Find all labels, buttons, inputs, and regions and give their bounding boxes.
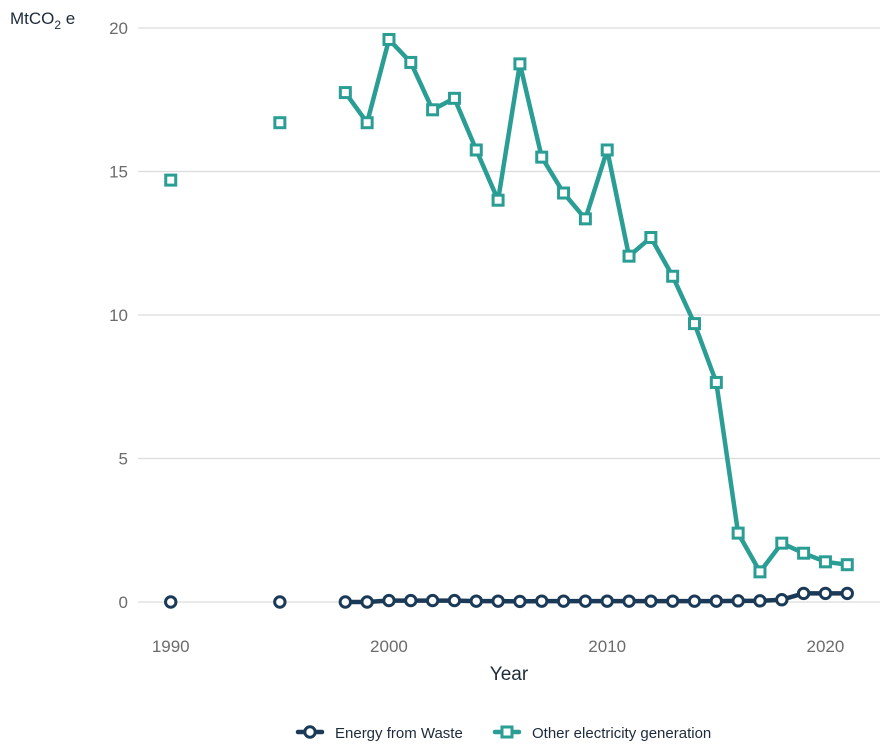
data-point-energy-from-waste [600, 594, 614, 608]
data-point-other-electricity [557, 186, 571, 200]
data-point-other-electricity [513, 57, 527, 71]
data-point-energy-from-waste [796, 586, 811, 601]
legend-key-square-icon [500, 725, 514, 739]
data-point-energy-from-waste [644, 594, 658, 608]
data-point-other-electricity [273, 116, 287, 130]
y-tick-label: 5 [119, 450, 128, 469]
data-point-other-electricity [840, 558, 854, 572]
data-point-other-electricity [426, 103, 440, 117]
legend-label: Energy from Waste [335, 725, 463, 742]
data-point-other-electricity [447, 91, 461, 105]
data-point-other-electricity [382, 32, 396, 46]
data-point-energy-from-waste [687, 594, 702, 608]
data-point-other-electricity [688, 317, 701, 331]
data-point-other-electricity [469, 143, 483, 157]
legend: Energy from Waste Other electricity gener… [295, 725, 711, 742]
data-point-energy-from-waste [731, 594, 745, 608]
data-point-other-electricity [338, 86, 352, 100]
data-point-energy-from-waste [775, 593, 789, 607]
data-point-other-electricity [753, 565, 767, 579]
legend-key-circle-icon [303, 725, 317, 739]
y-axis-title: MtCO2 e [10, 9, 75, 32]
data-point-energy-from-waste [469, 594, 483, 608]
y-tick-label: 15 [109, 163, 128, 182]
series-line-energy-from-waste [343, 591, 850, 605]
data-point-energy-from-waste [753, 594, 767, 608]
series-line-other-electricity [343, 37, 850, 575]
data-point-energy-from-waste [425, 593, 440, 608]
data-point-other-electricity [404, 55, 418, 69]
data-point-energy-from-waste [556, 594, 571, 608]
data-point-energy-from-waste [709, 594, 724, 608]
data-point-other-electricity [818, 555, 832, 569]
data-point-energy-from-waste [818, 586, 833, 601]
data-point-energy-from-waste [164, 595, 178, 609]
x-axis-title: Year [490, 664, 529, 685]
legend-label: Other electricity generation [532, 725, 711, 742]
data-point-other-electricity [731, 526, 745, 540]
data-point-energy-from-waste [491, 594, 505, 608]
data-point-energy-from-waste [360, 595, 374, 609]
data-point-other-electricity [164, 173, 178, 187]
data-point-energy-from-waste [273, 595, 287, 609]
data-point-energy-from-waste [447, 593, 462, 608]
series-lines [343, 37, 850, 605]
data-point-other-electricity [666, 269, 680, 283]
data-point-energy-from-waste [665, 594, 680, 608]
x-tick-label: 2020 [807, 637, 845, 656]
x-tick-label: 2000 [370, 637, 408, 656]
data-point-other-electricity [709, 375, 723, 389]
data-point-energy-from-waste [404, 593, 418, 608]
data-point-energy-from-waste [513, 594, 527, 609]
data-point-other-electricity [360, 116, 374, 130]
data-point-other-electricity [775, 536, 789, 550]
data-point-other-electricity [644, 231, 658, 245]
data-point-other-electricity [622, 249, 636, 263]
gridlines [138, 27, 880, 603]
y-tick-label: 10 [109, 306, 128, 325]
data-point-energy-from-waste [578, 594, 593, 608]
y-tick-label: 0 [119, 593, 128, 612]
data-point-other-electricity [578, 212, 592, 226]
data-point-energy-from-waste [382, 593, 396, 608]
data-point-energy-from-waste [535, 594, 549, 608]
x-tick-label: 2010 [588, 637, 626, 656]
y-axis-ticks: 0 5 10 15 20 [109, 19, 128, 612]
x-tick-label: 1990 [152, 637, 190, 656]
data-point-energy-from-waste [338, 595, 353, 609]
data-point-other-electricity [535, 150, 549, 164]
data-point-other-electricity [600, 143, 614, 157]
data-point-other-electricity [491, 193, 505, 207]
x-axis-ticks: 1990 2000 2010 2020 [152, 637, 845, 656]
data-point-energy-from-waste [840, 586, 854, 601]
y-tick-label: 20 [109, 19, 128, 38]
series-points [164, 32, 854, 609]
data-point-energy-from-waste [622, 594, 636, 608]
data-point-other-electricity [797, 546, 811, 560]
